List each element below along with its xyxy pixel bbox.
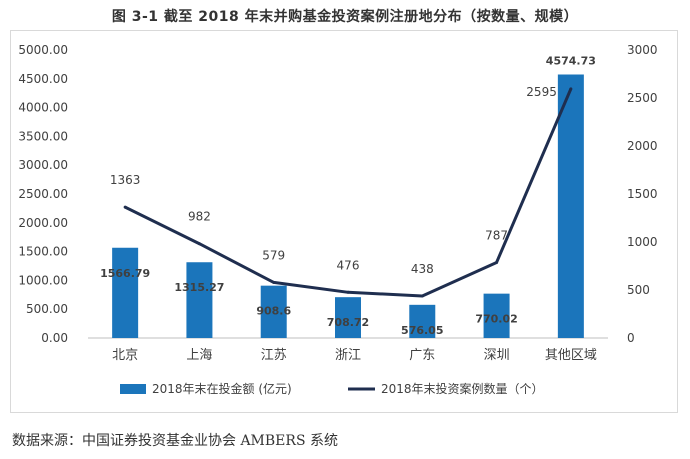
- legend-line-label: 2018年末投资案例数量（个）: [381, 381, 544, 396]
- line-point: [346, 290, 350, 294]
- line-point: [420, 294, 424, 298]
- bar: [557, 74, 584, 339]
- y-right-tick-label: 1000: [627, 235, 658, 249]
- line-point: [197, 242, 201, 246]
- chart-title: 图 3-1 截至 2018 年末并购基金投资案例注册地分布（按数量、规模）: [111, 9, 579, 25]
- x-category-label: 北京: [112, 348, 138, 363]
- bar: [335, 297, 361, 338]
- y-right-tick-label: 0: [627, 331, 635, 345]
- y-left-tick-label: 500.00: [26, 302, 68, 316]
- y-right-tick-label: 2500: [627, 91, 658, 105]
- y-left-tick-label: 4000.00: [18, 101, 68, 115]
- bar: [409, 304, 436, 338]
- y-right-tick-label: 3000: [627, 43, 658, 57]
- line-data-label: 2595: [526, 85, 557, 99]
- x-category-label: 江苏: [261, 347, 287, 363]
- y-left-tick-label: 5000.00: [18, 43, 68, 57]
- line-data-label: 1363: [110, 173, 141, 187]
- y-left-tick-label: 3500.00: [18, 129, 68, 143]
- y-left-tick-label: 2500.00: [18, 187, 68, 201]
- y-left-tick-label: 2000.00: [18, 216, 68, 230]
- y-right-tick-label: 2000: [627, 139, 658, 153]
- line-data-label: 476: [337, 258, 360, 272]
- legend-bar-label: 2018年末在投金额 (亿元): [152, 381, 292, 396]
- line-point: [272, 280, 276, 284]
- legend-bar-swatch: [120, 384, 146, 394]
- bar-data-label: 4574.73: [546, 54, 596, 67]
- bar-data-label: 576.05: [401, 324, 443, 337]
- x-category-label: 深圳: [484, 348, 510, 363]
- bar-data-label: 1315.27: [174, 281, 224, 294]
- x-category-label: 上海: [186, 348, 212, 363]
- line-point: [569, 87, 573, 91]
- bar-data-label: 770.02: [475, 313, 517, 326]
- source-note: 数据来源：中国证券投资基金业协会 AMBERS 系统: [12, 433, 338, 449]
- y-right-tick-label: 1500: [627, 187, 658, 201]
- x-category-label: 广东: [409, 348, 435, 363]
- y-left-tick-label: 4500.00: [18, 72, 68, 86]
- bar-data-label: 1566.79: [100, 267, 150, 280]
- line-data-label: 438: [411, 262, 434, 276]
- bar: [112, 247, 139, 338]
- line-data-label: 787: [485, 228, 508, 242]
- y-left-tick-label: 1000.00: [18, 273, 68, 287]
- x-category-label: 其他区域: [545, 348, 597, 363]
- y-left-tick-label: 0.00: [41, 331, 68, 345]
- bar: [260, 285, 287, 338]
- line-point: [123, 205, 127, 209]
- bar: [186, 262, 213, 338]
- line-data-label: 579: [262, 248, 285, 262]
- x-category-label: 浙江: [335, 348, 361, 363]
- line-point: [495, 260, 499, 264]
- bar: [483, 293, 510, 338]
- y-left-tick-label: 3000.00: [18, 158, 68, 172]
- chart-frame: [10, 30, 678, 413]
- y-left-tick-label: 1500.00: [18, 245, 68, 259]
- y-right-tick-label: 500: [627, 283, 650, 297]
- bar-data-label: 708.72: [327, 316, 369, 329]
- line-data-label: 982: [188, 210, 211, 224]
- bar-data-label: 908.6: [256, 305, 291, 318]
